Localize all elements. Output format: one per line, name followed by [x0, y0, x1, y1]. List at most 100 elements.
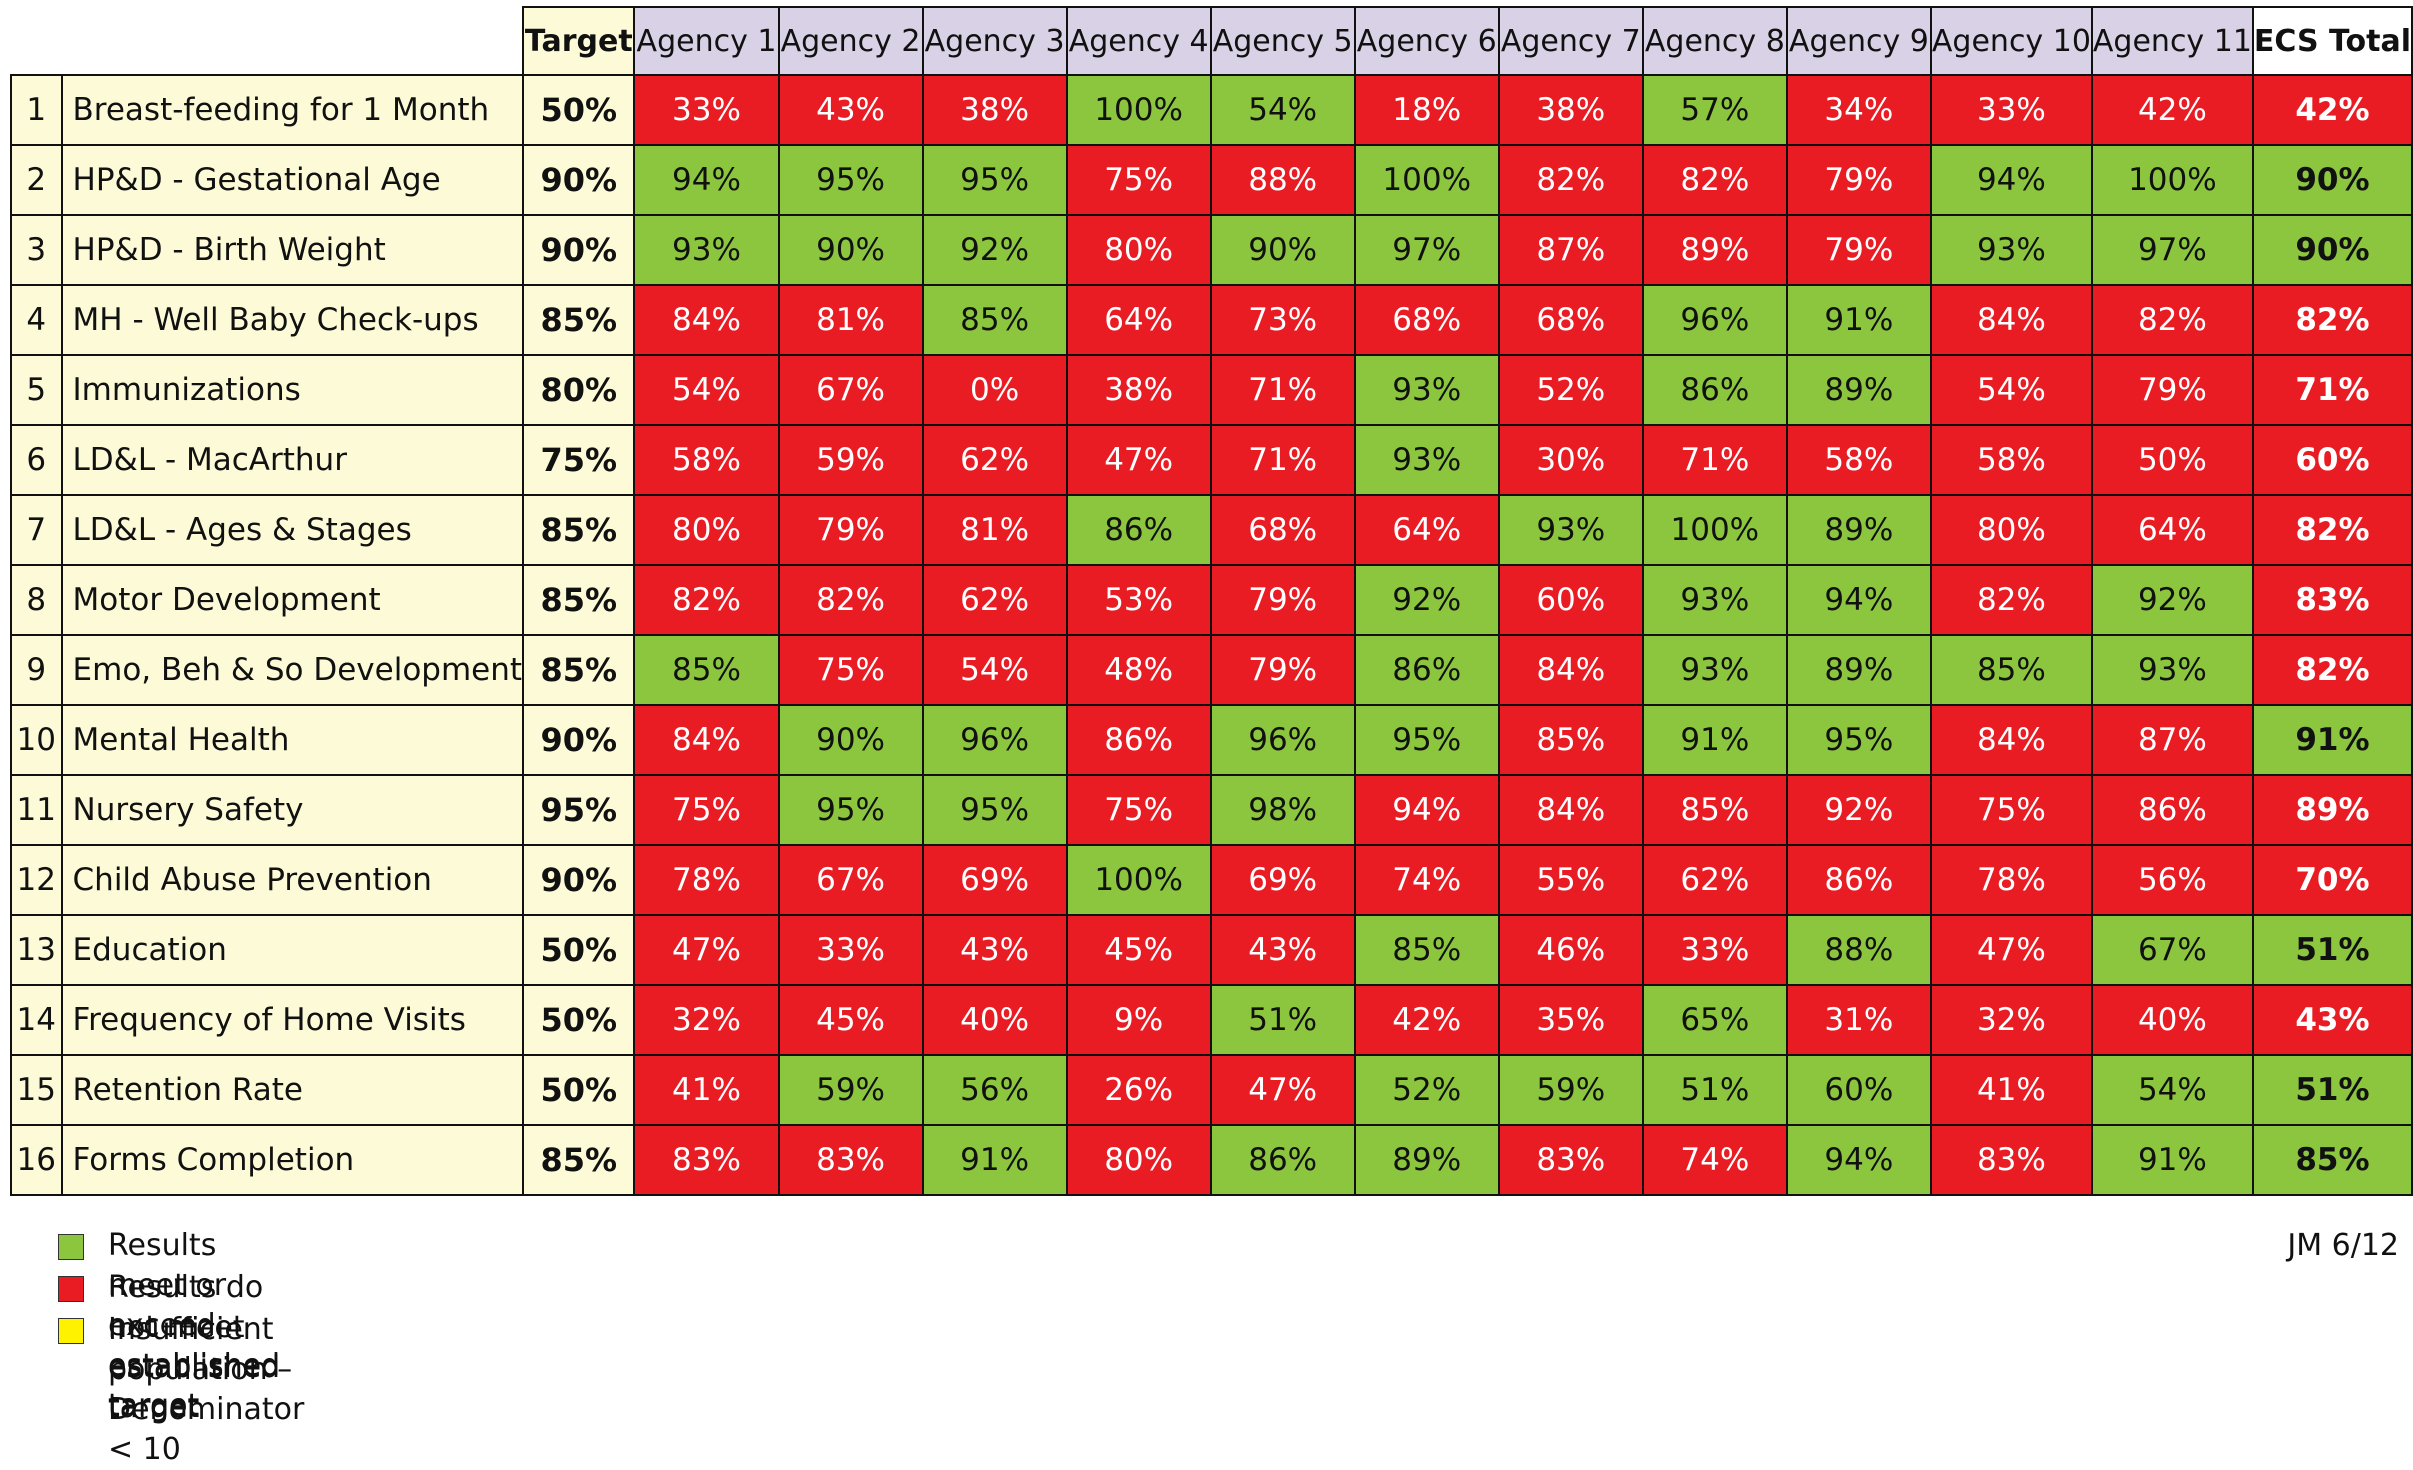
agency-result-cell: 84%: [1497, 634, 1644, 706]
ecs-total-cell: 85%: [2251, 1124, 2413, 1196]
agency-result-cell: 89%: [1353, 1124, 1500, 1196]
ecs-total-cell: 90%: [2251, 144, 2413, 216]
agency-result-cell: 65%: [1641, 984, 1788, 1056]
agency-result-cell: 75%: [1065, 144, 1212, 216]
table-row: 9 Emo, Beh & So Development 85% 85% 75% 54% 48…: [10, 634, 2413, 706]
agency-result-cell: 92%: [921, 214, 1068, 286]
metric-label: LD&L - Ages & Stages: [60, 494, 525, 566]
agency-result-cell: 47%: [1209, 1054, 1356, 1126]
agency-result-cell: 75%: [633, 774, 780, 846]
agency-result-cell: 79%: [2090, 354, 2254, 426]
row-number: 15: [10, 1054, 63, 1126]
agency-result-cell: 33%: [1929, 74, 2093, 146]
header-blank: [62, 7, 524, 75]
agency-result-cell: 82%: [1929, 564, 2093, 636]
column-header: Agency 2: [777, 6, 924, 76]
ecs-total-cell: 91%: [2251, 704, 2413, 776]
agency-result-cell: 100%: [1353, 144, 1500, 216]
table-row: 16 Forms Completion 85% 83% 83% 91% 80% 86% 89% 8…: [10, 1124, 2413, 1196]
agency-result-cell: 86%: [1065, 494, 1212, 566]
agency-result-cell: 79%: [1209, 564, 1356, 636]
target-value: 80%: [522, 354, 636, 426]
agency-result-cell: 56%: [2090, 844, 2254, 916]
agency-result-cell: 83%: [1929, 1124, 2093, 1196]
agency-result-cell: 90%: [777, 704, 924, 776]
agency-result-cell: 38%: [1065, 354, 1212, 426]
agency-result-cell: 81%: [921, 494, 1068, 566]
agency-result-cell: 31%: [1785, 984, 1932, 1056]
agency-result-cell: 96%: [1641, 284, 1788, 356]
column-header: Agency 8: [1641, 6, 1788, 76]
agency-result-cell: 54%: [1209, 74, 1356, 146]
agency-result-cell: 64%: [1353, 494, 1500, 566]
table-row: 14 Frequency of Home Visits 50% 32% 45% 40% 9%…: [10, 984, 2413, 1056]
agency-result-cell: 96%: [921, 704, 1068, 776]
agency-result-cell: 88%: [1209, 144, 1356, 216]
agency-result-cell: 79%: [1785, 144, 1932, 216]
agency-result-cell: 84%: [633, 704, 780, 776]
agency-result-cell: 89%: [1641, 214, 1788, 286]
agency-result-cell: 58%: [633, 424, 780, 496]
target-value: 95%: [522, 774, 636, 846]
agency-result-cell: 68%: [1497, 284, 1644, 356]
agency-result-cell: 69%: [1209, 844, 1356, 916]
metric-label: Immunizations: [60, 354, 525, 426]
agency-result-cell: 84%: [1929, 284, 2093, 356]
agency-result-cell: 86%: [1353, 634, 1500, 706]
agency-result-cell: 75%: [1065, 774, 1212, 846]
agency-result-cell: 38%: [921, 74, 1068, 146]
agency-result-cell: 51%: [1209, 984, 1356, 1056]
agency-result-cell: 74%: [1641, 1124, 1788, 1196]
agency-result-cell: 95%: [777, 774, 924, 846]
agency-result-cell: 93%: [1929, 214, 2093, 286]
ecs-total-cell: 82%: [2251, 634, 2413, 706]
row-number: 14: [10, 984, 63, 1056]
agency-result-cell: 93%: [1641, 564, 1788, 636]
row-number: 2: [10, 144, 63, 216]
column-header: Agency 11: [2090, 6, 2254, 76]
agency-result-cell: 88%: [1785, 914, 1932, 986]
legend-swatch: [58, 1234, 84, 1260]
agency-result-cell: 48%: [1065, 634, 1212, 706]
agency-result-cell: 94%: [633, 144, 780, 216]
agency-result-cell: 87%: [1497, 214, 1644, 286]
metric-label: Nursery Safety: [60, 774, 525, 846]
agency-result-cell: 86%: [1641, 354, 1788, 426]
agency-result-cell: 85%: [1929, 634, 2093, 706]
target-value: 90%: [522, 214, 636, 286]
agency-result-cell: 59%: [1497, 1054, 1644, 1126]
ecs-total-cell: 83%: [2251, 564, 2413, 636]
agency-result-cell: 54%: [921, 634, 1068, 706]
agency-result-cell: 90%: [1209, 214, 1356, 286]
agency-result-cell: 41%: [633, 1054, 780, 1126]
target-value: 75%: [522, 424, 636, 496]
agency-result-cell: 85%: [1497, 704, 1644, 776]
column-header: Agency 4: [1065, 6, 1212, 76]
table-row: 12 Child Abuse Prevention 90% 78% 67% 69% 100%…: [10, 844, 2413, 916]
agency-result-cell: 85%: [1641, 774, 1788, 846]
table-row: 10 Mental Health 90% 84% 90% 96% 86% 96% 95% 85% 9…: [10, 704, 2413, 776]
agency-result-cell: 89%: [1785, 354, 1932, 426]
agency-result-cell: 82%: [777, 564, 924, 636]
agency-result-cell: 51%: [1641, 1054, 1788, 1126]
agency-result-cell: 71%: [1209, 354, 1356, 426]
agency-result-cell: 92%: [1785, 774, 1932, 846]
ecs-total-cell: 71%: [2251, 354, 2413, 426]
legend-swatch: [58, 1318, 84, 1344]
agency-result-cell: 79%: [1209, 634, 1356, 706]
agency-result-cell: 90%: [777, 214, 924, 286]
agency-result-cell: 71%: [1641, 424, 1788, 496]
agency-result-cell: 35%: [1497, 984, 1644, 1056]
row-number: 4: [10, 284, 63, 356]
agency-result-cell: 79%: [777, 494, 924, 566]
agency-result-cell: 50%: [2090, 424, 2254, 496]
agency-result-cell: 86%: [1785, 844, 1932, 916]
target-value: 50%: [522, 1054, 636, 1126]
agency-result-cell: 100%: [1065, 74, 1212, 146]
ecs-total-cell: 51%: [2251, 914, 2413, 986]
agency-result-cell: 45%: [777, 984, 924, 1056]
ecs-total-cell: 60%: [2251, 424, 2413, 496]
row-number: 8: [10, 564, 63, 636]
agency-result-cell: 56%: [921, 1054, 1068, 1126]
row-number: 3: [10, 214, 63, 286]
